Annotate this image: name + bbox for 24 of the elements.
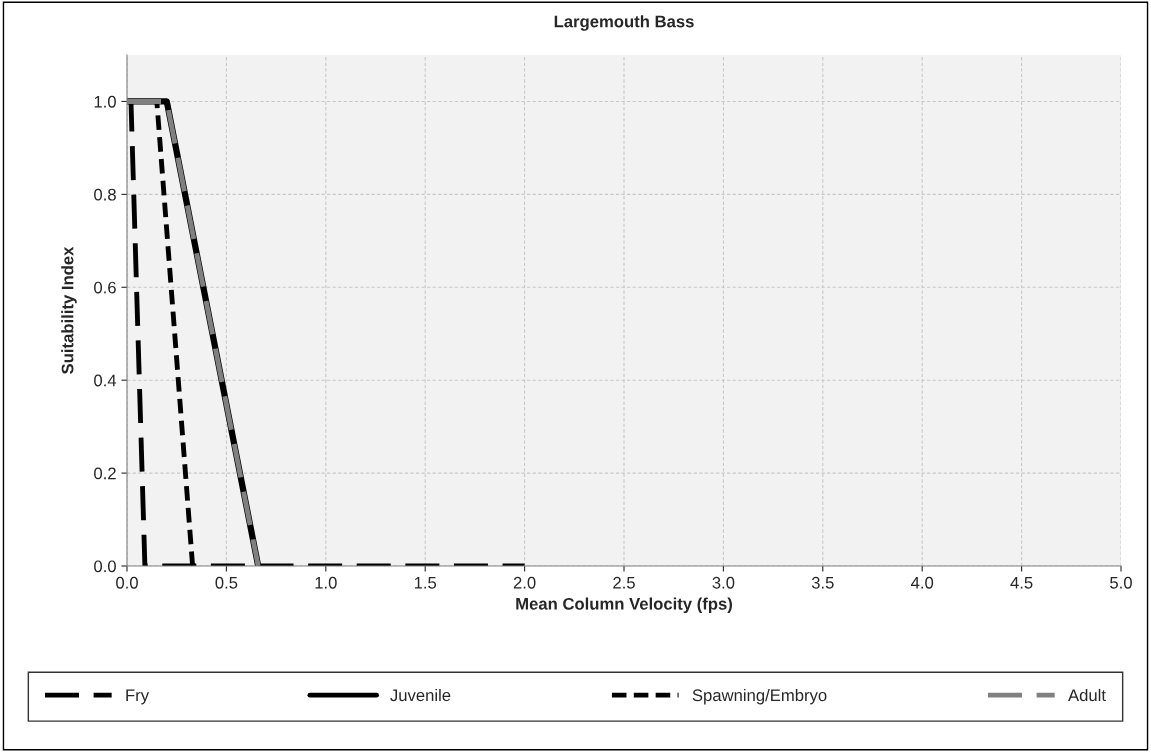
x-tick-label: 1.5 — [414, 577, 437, 589]
chart-title: Largemouth Bass — [554, 15, 694, 31]
x-tick-label: 1.0 — [315, 576, 337, 589]
y-tick-label: 0.4 — [94, 374, 117, 387]
x-tick-label: 0.5 — [215, 576, 238, 589]
y-tick-label: 0.8 — [94, 188, 116, 201]
legend-label: Fry — [126, 689, 150, 705]
x-tick-label: 0.0 — [116, 576, 138, 589]
x-tick-label: 5.0 — [1110, 576, 1132, 589]
legend-label: Spawning/Embryo — [692, 688, 827, 705]
x-tick-label: 2.5 — [613, 576, 635, 589]
y-axis-title: Suitability Index — [61, 246, 77, 374]
x-tick-label: 2.0 — [513, 576, 536, 589]
y-tick-label: 1.0 — [94, 95, 116, 108]
x-tick-label: 4.0 — [911, 576, 934, 589]
y-tick-label: 0.2 — [94, 467, 116, 480]
legend-label: Juvenile — [390, 688, 451, 702]
y-tick-label: 0.6 — [94, 281, 116, 294]
x-axis-title: Mean Column Velocity (fps) — [516, 597, 732, 614]
x-tick-label: 3.5 — [811, 576, 834, 589]
legend-label: Adult — [1068, 688, 1106, 702]
x-tick-label: 4.5 — [1010, 577, 1033, 589]
x-tick-label: 3.0 — [712, 576, 735, 589]
y-tick-label: 0.0 — [94, 560, 116, 573]
